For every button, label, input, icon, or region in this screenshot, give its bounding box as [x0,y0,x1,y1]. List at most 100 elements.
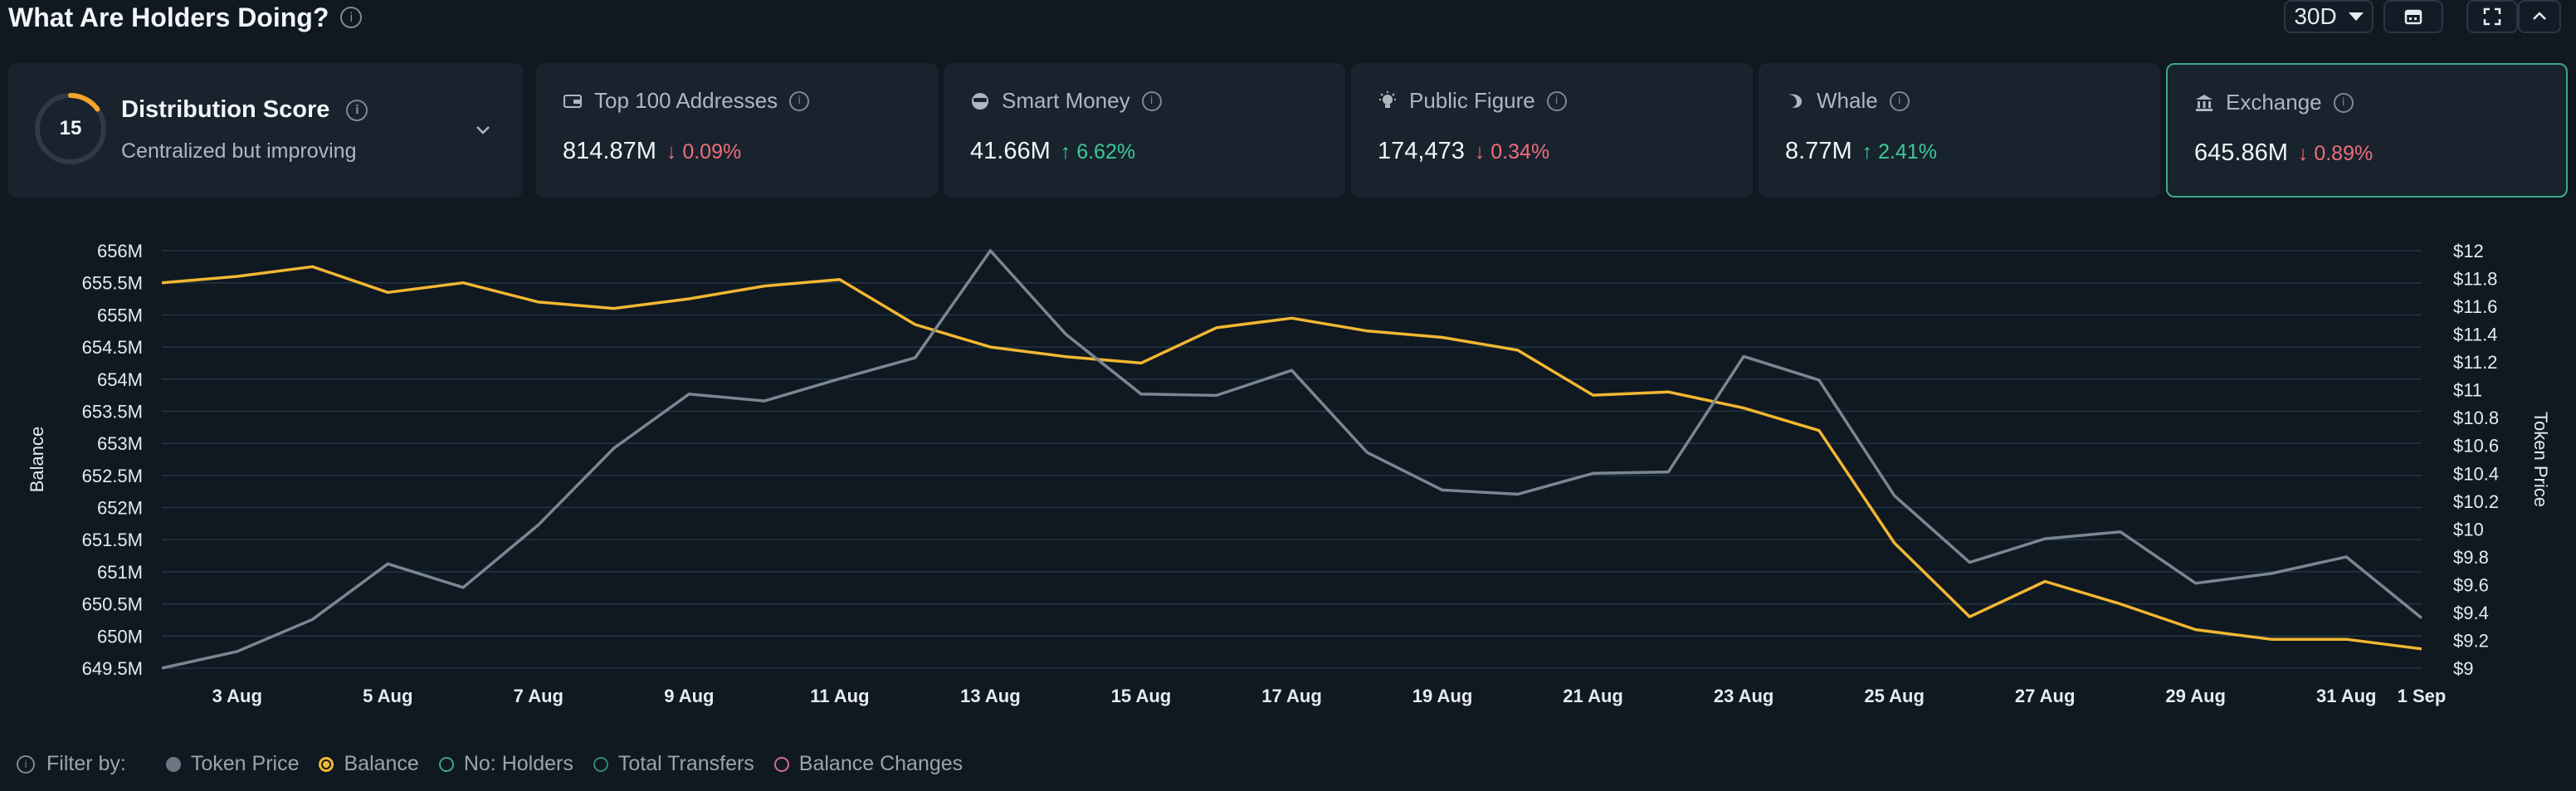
info-icon[interactable]: i [340,7,363,28]
x-tick-label: 3 Aug [212,686,262,706]
score-ring [35,93,106,164]
outline-dot-icon [593,756,608,772]
filter-item-label: Balance [344,752,419,775]
filter-item-label: No: Holders [463,752,573,775]
distribution-score-value: 15 [59,117,82,139]
info-icon[interactable]: i [346,99,368,121]
lightbulb-icon [1379,90,1396,108]
y-tick-label: 651.5M [82,530,143,550]
distribution-title-text: Distribution Score [121,96,330,123]
y2-tick-label: $10.8 [2453,408,2499,428]
y2-tick-label: $10 [2453,519,2484,540]
x-tick-label: 7 Aug [514,686,564,706]
info-icon[interactable]: i [1889,90,1910,111]
x-tick-label: 1 Sep [2398,686,2447,706]
bank-icon [2196,94,2213,111]
card-label: Exchange i [2194,90,2354,115]
change-down: ↓ 0.09% [666,140,742,164]
card-top-100-addresses[interactable]: Top 100 Addresses i 814.87M ↓ 0.09% [536,63,938,198]
card-value-text: 645.86M [2194,139,2288,166]
filter-label: Filter by: [46,752,126,775]
collapse-button[interactable] [2518,0,2561,33]
x-tick-label: 27 Aug [2015,686,2076,706]
filter-balance-changes[interactable]: Balance Changes [773,752,963,776]
card-public-figure[interactable]: Public Figure i 174,473 ↓ 0.34% [1351,63,1753,198]
section-header: What Are Holders Doing? i [8,0,363,35]
card-exchange[interactable]: Exchange i 645.86M ↓ 0.89% [2166,63,2568,198]
card-whale[interactable]: Whale i 8.77M ↑ 2.41% [1759,63,2160,198]
card-label: Whale i [1785,88,1910,114]
y2-tick-label: $9.8 [2453,547,2489,568]
change-value: 0.09% [682,140,742,164]
y-tick-label: 649.5M [82,658,143,679]
info-icon[interactable]: i [1141,90,1162,111]
sunglasses-icon [972,92,988,110]
x-tick-label: 15 Aug [1111,686,1172,706]
x-tick-label: 9 Aug [664,686,714,706]
distribution-subtitle: Centralized but improving [121,139,357,163]
y2-tick-label: $11.8 [2453,269,2497,290]
holders-line-chart[interactable]: 649.5M 650M 650.5M 651M 651.5M 652M 652.5M 653M… [0,224,2576,722]
series-line-balance [161,265,2422,651]
y-tick-label: 650M [97,626,143,647]
whale-icon [1788,94,1802,108]
x-tick-label: 25 Aug [1864,686,1925,706]
card-smart-money[interactable]: Smart Money i 41.66M ↑ 6.62% [944,63,1345,198]
filter-total-transfers[interactable]: Total Transfers [593,752,754,776]
card-value: 814.87M ↓ 0.09% [563,138,741,165]
y2-tick-label: $9.6 [2453,574,2489,595]
change-up: ↑ 6.62% [1060,140,1136,164]
filter-balance[interactable]: Balance [319,752,419,776]
info-icon[interactable]: i [2333,92,2354,113]
x-tick-label: 21 Aug [1563,686,1623,706]
caret-down-icon [2348,12,2364,21]
series-line-token-price [161,249,2423,670]
change-value: 2.41% [1878,140,1937,164]
period-select[interactable]: 30D [2284,0,2374,33]
change-value: 6.62% [1076,140,1136,164]
x-tick-label: 29 Aug [2165,686,2226,706]
x-tick-label: 5 Aug [363,686,412,706]
card-value: 8.77M ↑ 2.41% [1785,138,1937,165]
card-value-text: 174,473 [1378,138,1465,164]
info-icon[interactable]: i [789,90,810,111]
y-tick-label: 654.5M [82,337,143,358]
y-tick-label: 654M [97,369,143,390]
y2-tick-label: $11.2 [2453,352,2497,373]
y2-tick-label: $11 [2453,380,2482,401]
card-value: 645.86M ↓ 0.89% [2194,139,2373,167]
y-tick-label: 655M [97,305,143,325]
change-value: 0.34% [1490,140,1550,164]
y2-tick-label: $9.4 [2453,603,2489,623]
card-label-text: Public Figure [1409,88,1535,113]
filter-token-price[interactable]: Token Price [165,752,300,776]
card-label-text: Smart Money [1002,88,1130,113]
card-label: Top 100 Addresses i [563,88,810,114]
wallet-icon [564,94,582,108]
card-value-text: 814.87M [563,138,656,164]
calendar-button[interactable] [2383,0,2443,33]
period-value: 30D [2294,3,2337,29]
filter-item-label: Total Transfers [617,752,754,775]
y-tick-label: 650.5M [82,594,143,615]
fullscreen-button[interactable] [2466,0,2518,33]
y2-tick-label: $11.6 [2453,296,2497,317]
fullscreen-icon [2483,7,2501,26]
card-label: Smart Money i [970,88,1162,114]
y-tick-label: 653M [97,433,143,454]
card-value-text: 8.77M [1785,138,1852,164]
y-tick-label: 652M [97,498,143,519]
info-icon[interactable]: i [17,754,35,774]
change-up: ↑ 2.41% [1861,140,1937,164]
chevron-up-icon [2533,12,2546,20]
outline-dot-icon [438,756,454,772]
y-tick-label: 651M [97,562,143,583]
distribution-score-card[interactable]: 15 Distribution Score i Centralized but … [8,63,523,198]
chevron-down-icon[interactable] [473,120,493,139]
filled-dot-icon [165,756,181,772]
filter-no-holders[interactable]: No: Holders [438,752,573,776]
calendar-icon [2404,9,2422,25]
x-tick-label: 19 Aug [1412,686,1473,706]
filter-item-label: Token Price [190,752,300,775]
info-icon[interactable]: i [1546,90,1567,111]
